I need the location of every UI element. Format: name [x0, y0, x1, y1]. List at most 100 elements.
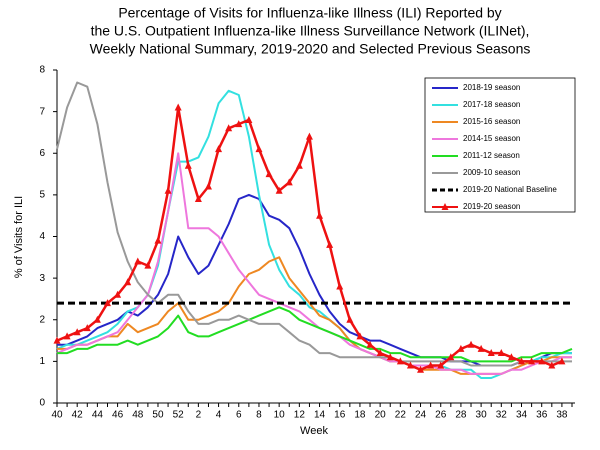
x-tick-label: 10: [274, 410, 286, 421]
data-point: [457, 344, 465, 352]
series-line: [57, 193, 572, 367]
x-tick-label: 46: [112, 410, 124, 421]
data-point: [295, 161, 303, 169]
data-point: [346, 315, 354, 323]
chart-title: the U.S. Outpatient Influenza-like Illne…: [91, 23, 530, 39]
data-point: [134, 257, 142, 265]
x-tick-label: 22: [395, 410, 407, 421]
x-tick-label: 30: [476, 410, 488, 421]
data-point: [275, 186, 283, 194]
x-tick-label: 52: [173, 410, 185, 421]
series-line: [56, 81, 572, 367]
x-tick-label: 12: [294, 410, 306, 421]
legend-label: 2017-18 season: [463, 100, 520, 109]
x-tick-label: 4: [216, 410, 222, 421]
x-tick-label: 26: [435, 410, 447, 421]
data-point: [336, 282, 344, 290]
data-point: [53, 336, 61, 344]
y-axis-label: % of Visits for ILI: [13, 196, 25, 278]
legend-label: 2009-10 season: [463, 168, 520, 177]
legend-label: 2014-15 season: [463, 134, 520, 143]
data-point: [124, 278, 132, 286]
data-point: [235, 120, 243, 128]
x-tick-label: 2: [196, 410, 202, 421]
legend-label: 2011-12 season: [463, 151, 520, 160]
x-tick-label: 34: [516, 410, 528, 421]
data-point: [518, 357, 526, 365]
x-axis-label: Week: [300, 425, 328, 437]
y-tick-label: 2: [39, 314, 45, 325]
data-point: [316, 211, 324, 219]
data-point: [265, 170, 273, 178]
data-point: [194, 195, 202, 203]
data-point: [83, 324, 91, 332]
data-point: [366, 340, 374, 348]
series-line: [57, 306, 573, 363]
data-point: [184, 161, 192, 169]
chart-title: Percentage of Visits for Influenza-like …: [118, 5, 501, 21]
data-point: [406, 361, 414, 369]
y-tick-label: 5: [39, 190, 45, 201]
data-point: [204, 182, 212, 190]
x-tick-label: 6: [236, 410, 242, 421]
x-tick-label: 36: [536, 410, 548, 421]
y-tick-label: 8: [39, 65, 45, 76]
data-point: [417, 365, 425, 373]
y-tick-label: 4: [39, 231, 45, 242]
x-tick-label: 8: [256, 410, 262, 421]
data-point: [376, 349, 384, 357]
data-point: [396, 357, 404, 365]
y-tick-label: 3: [39, 273, 45, 284]
data-point: [447, 353, 455, 361]
legend-label: 2019-20 season: [463, 202, 520, 211]
legend-label: 2019-20 National Baseline: [463, 185, 557, 194]
x-tick-label: 48: [132, 410, 144, 421]
data-point: [73, 328, 81, 336]
x-tick-label: 50: [152, 410, 164, 421]
x-tick-label: 18: [354, 410, 366, 421]
x-tick-label: 16: [334, 410, 346, 421]
data-point: [477, 344, 485, 352]
x-tick-label: 38: [556, 410, 568, 421]
legend-marker: [441, 203, 449, 210]
data-point: [356, 332, 364, 340]
data-point: [255, 145, 263, 153]
x-tick-label: 44: [92, 410, 104, 421]
data-point: [427, 361, 435, 369]
legend-label: 2018-19 season: [463, 83, 520, 92]
data-point: [326, 240, 334, 248]
y-tick-label: 1: [39, 356, 45, 367]
data-point: [225, 124, 233, 132]
data-point: [215, 145, 223, 153]
y-tick-label: 6: [39, 148, 45, 159]
legend-box: [424, 77, 576, 213]
data-point: [467, 340, 475, 348]
data-point: [103, 299, 111, 307]
legend-label: 2015-16 season: [463, 117, 520, 126]
x-tick-label: 32: [496, 410, 508, 421]
x-tick-label: 42: [72, 410, 84, 421]
y-tick-label: 0: [39, 398, 45, 409]
x-tick-label: 14: [314, 410, 326, 421]
data-point: [548, 361, 556, 369]
data-point: [245, 115, 253, 123]
data-point: [528, 357, 536, 365]
x-tick-label: 20: [375, 410, 387, 421]
x-tick-label: 24: [415, 410, 427, 421]
data-point: [538, 357, 546, 365]
data-point: [285, 178, 293, 186]
data-point: [63, 332, 71, 340]
data-point: [487, 349, 495, 357]
data-point: [558, 357, 566, 365]
series-line: [56, 152, 572, 375]
y-tick-label: 7: [39, 106, 45, 117]
x-tick-label: 40: [51, 410, 63, 421]
data-point: [437, 361, 445, 369]
data-point: [154, 236, 162, 244]
data-point: [305, 132, 313, 140]
data-point: [144, 261, 152, 269]
data-point: [114, 290, 122, 298]
data-point: [174, 103, 182, 111]
data-point: [497, 349, 505, 357]
data-point: [93, 315, 101, 323]
